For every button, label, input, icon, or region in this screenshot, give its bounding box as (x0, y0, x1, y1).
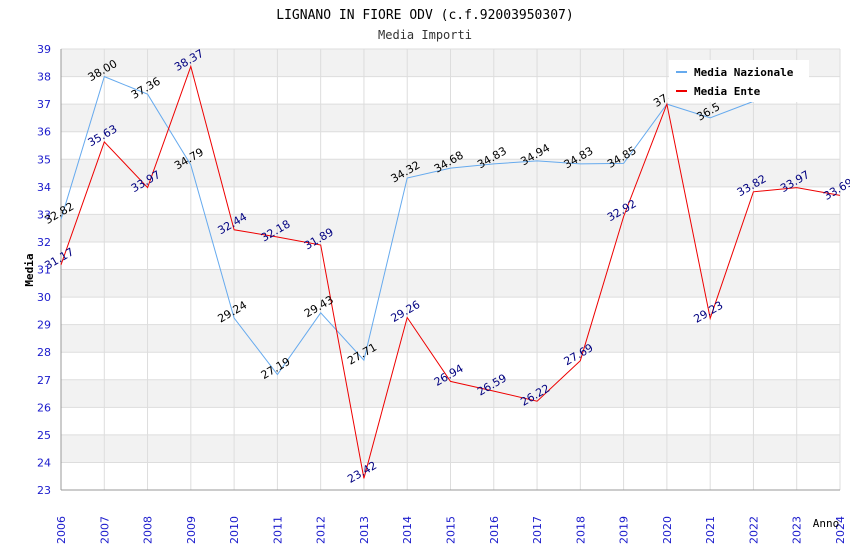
y-tick-label: 39 (37, 43, 51, 56)
y-tick-label: 28 (37, 346, 51, 359)
y-tick-label: 32 (37, 236, 51, 249)
x-tick-label: 2021 (704, 516, 717, 544)
chart-title: LIGNANO IN FIORE ODV (c.f.92003950307) (276, 8, 573, 23)
x-tick-label: 2007 (98, 516, 111, 544)
y-tick-label: 35 (37, 153, 51, 166)
x-tick-label: 2017 (531, 516, 544, 544)
chart-subtitle: Media Importi (378, 28, 472, 42)
x-tick-label: 2015 (445, 516, 458, 544)
y-tick-label: 26 (37, 401, 51, 414)
y-tick-label: 30 (37, 291, 51, 304)
x-tick-label: 2020 (661, 516, 674, 544)
series-lines (60, 64, 841, 479)
x-axis-label: Anno (813, 517, 840, 530)
x-tick-label: 2024 (834, 516, 847, 544)
x-tick-label: 2010 (228, 516, 241, 544)
legend-label: Media Ente (694, 85, 761, 98)
legend: Media Nazionale Media Ente (669, 60, 809, 102)
y-tick-label: 31 (37, 264, 51, 277)
x-tick-label: 2022 (747, 516, 760, 544)
x-tick-label: 2012 (315, 516, 328, 544)
legend-box (669, 60, 809, 102)
y-tick-label: 27 (37, 374, 51, 387)
legend-label: Media Nazionale (694, 66, 794, 79)
x-tick-label: 2008 (142, 516, 155, 544)
x-tick-label: 2016 (488, 516, 501, 544)
y-tick-label: 24 (37, 456, 51, 469)
y-tick-label: 37 (37, 98, 51, 111)
y-tick-label: 34 (37, 181, 51, 194)
x-tick-label: 2014 (401, 516, 414, 544)
x-tick-label: 2011 (271, 516, 284, 544)
y-tick-label: 23 (37, 484, 51, 497)
x-tick-label: 2006 (55, 516, 68, 544)
y-tick-label: 33 (37, 208, 51, 221)
series-line-media-nazionale (60, 75, 754, 376)
axes: 23 24 25 26 27 28 29 30 31 32 33 34 35 36 37 38 39 2006 20… (37, 43, 847, 544)
x-tick-label: 2013 (358, 516, 371, 544)
x-tick-label: 2009 (185, 516, 198, 544)
y-tick-label: 36 (37, 126, 51, 139)
x-tick-label: 2018 (574, 516, 587, 544)
grid-lines (60, 48, 841, 491)
x-tick-label: 2023 (791, 516, 804, 544)
y-tick-label: 25 (37, 429, 51, 442)
y-tick-label: 38 (37, 71, 51, 84)
y-axis-label: Media (23, 253, 36, 286)
series-line-media-ente (60, 64, 841, 479)
y-tick-label: 29 (37, 319, 51, 332)
x-tick-label: 2019 (618, 516, 631, 544)
